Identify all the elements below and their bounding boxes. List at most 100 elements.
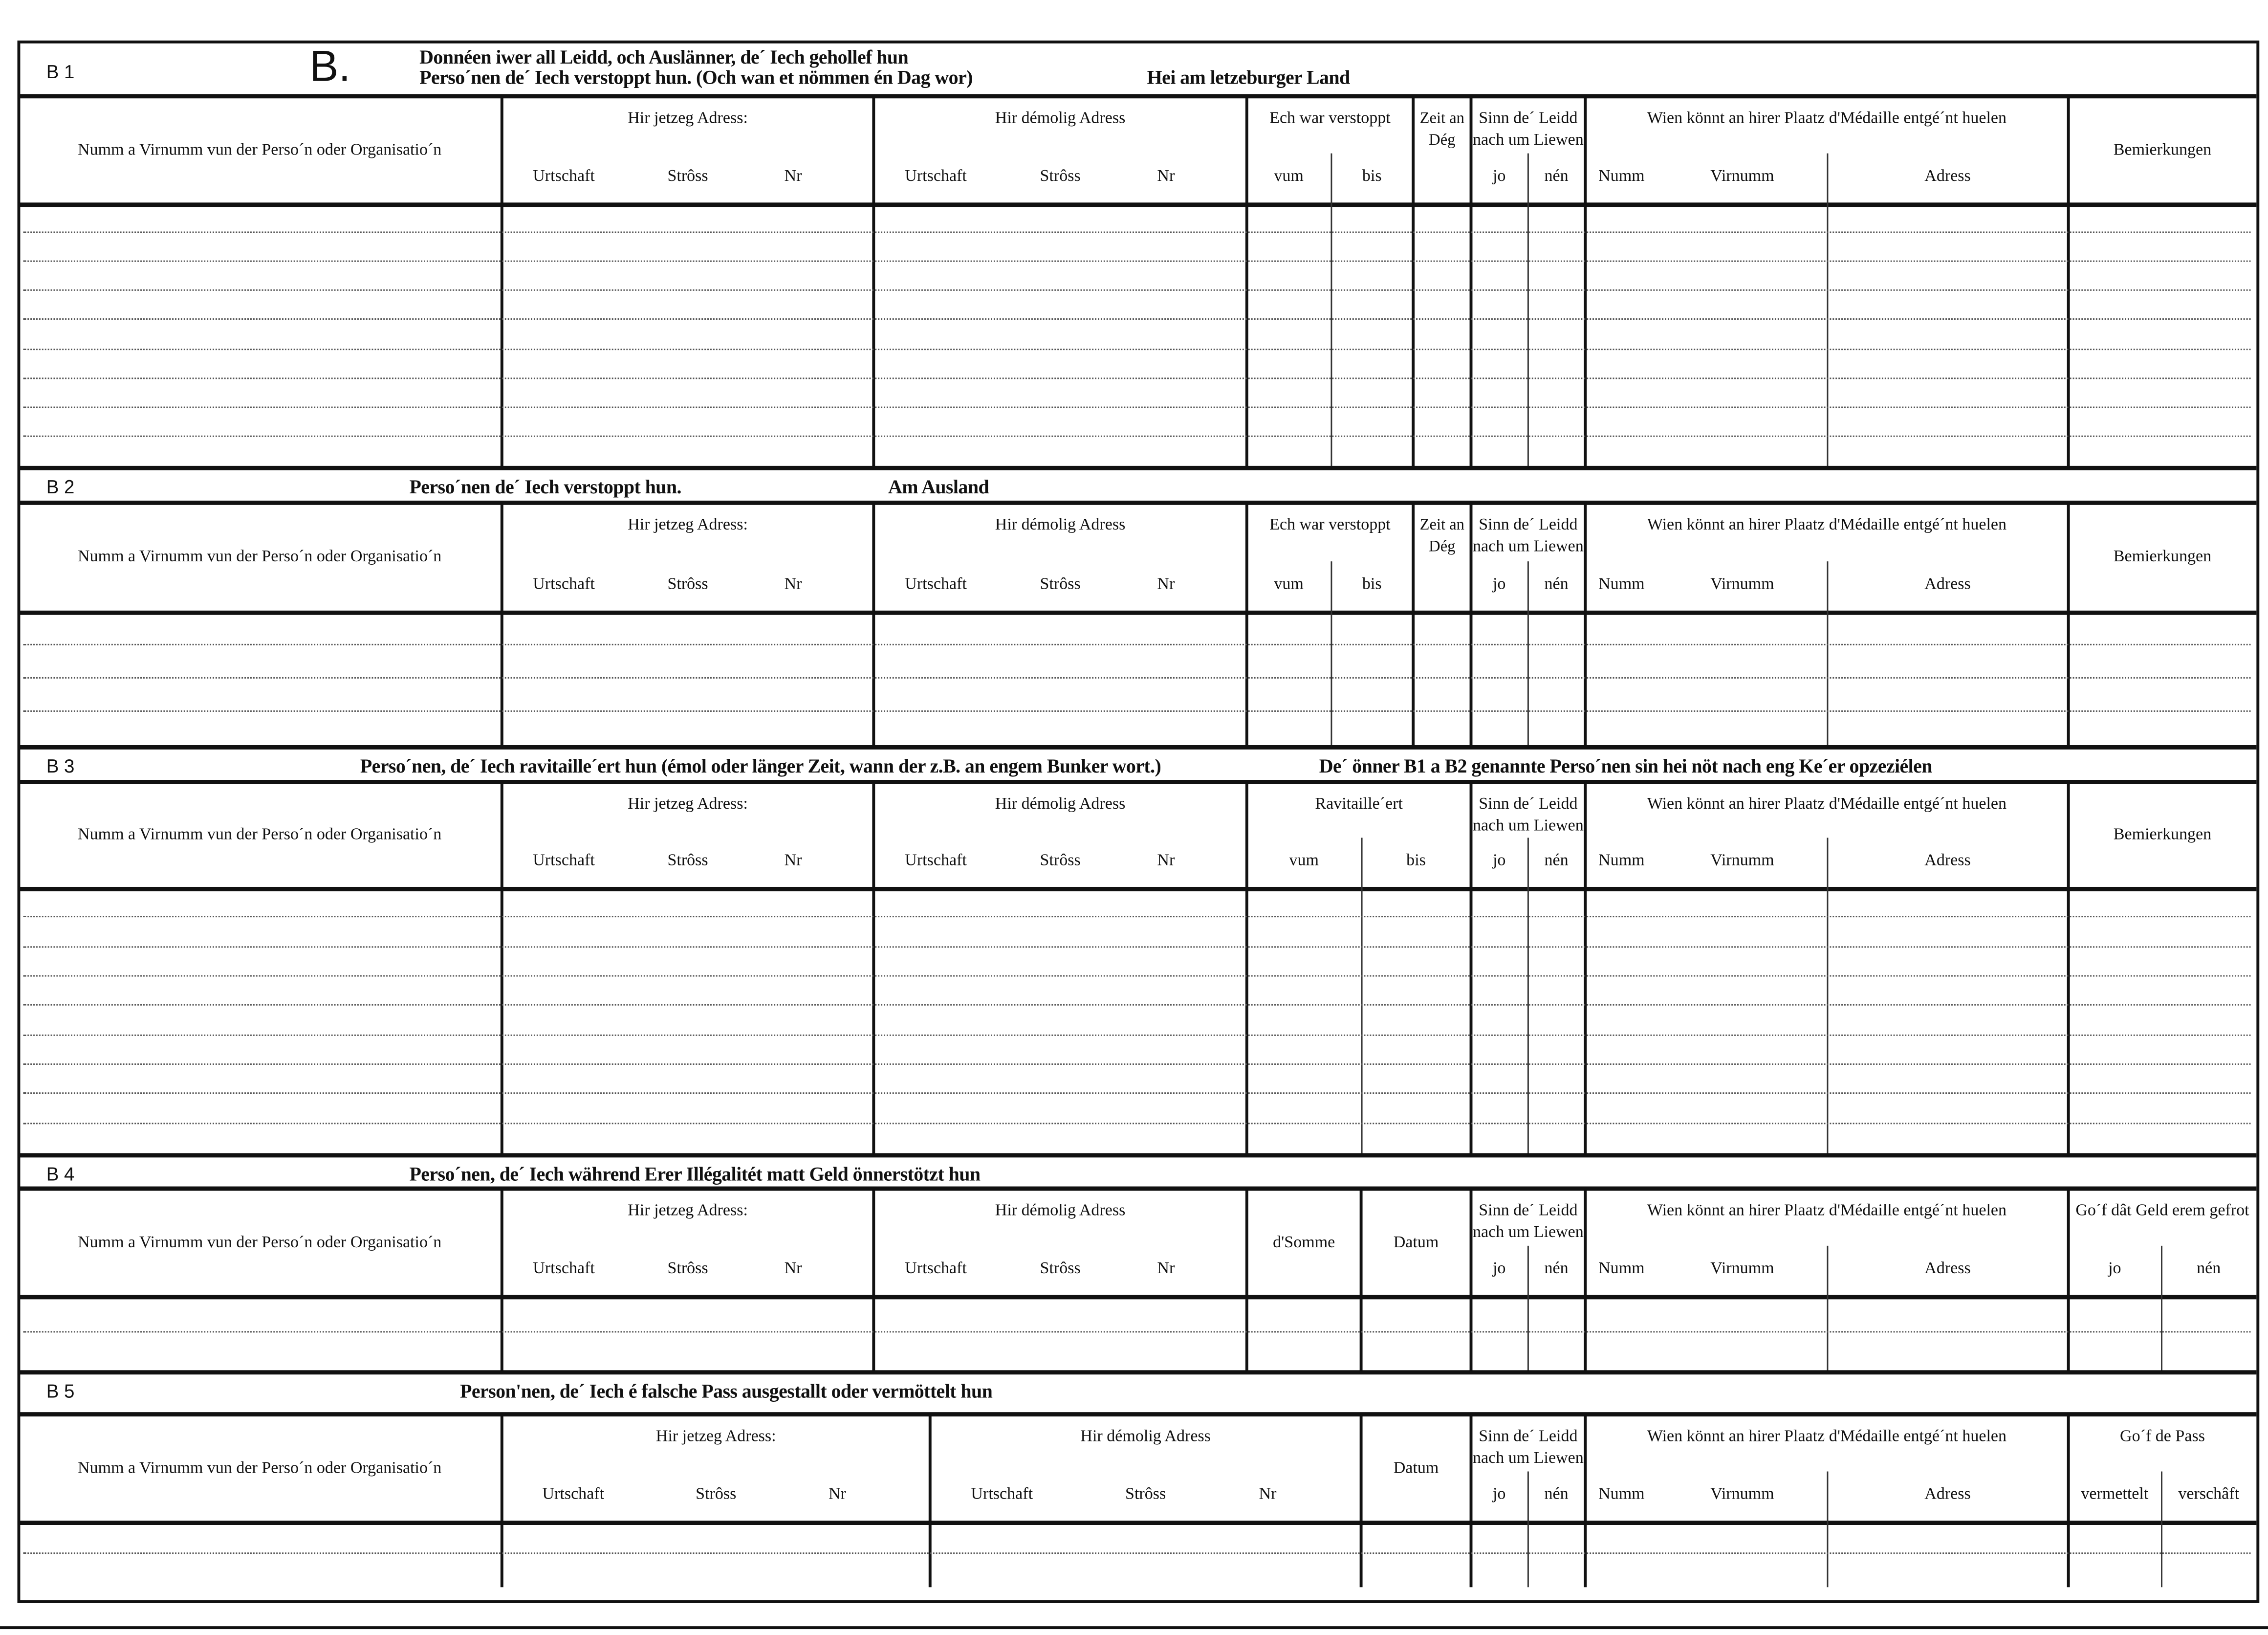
section-b5-column-header: Numm a Virnumm vun der Perso´n oder Orga… [78,1459,442,1477]
section-b3-entry-line[interactable] [23,1034,2251,1036]
section-b1-subcolumn-divider [1827,153,1829,467]
section-b4-subheader-numm: Numm [1598,1260,1645,1278]
section-b3-entry-line[interactable] [23,946,2251,948]
page-bottom-rule [0,1626,2268,1630]
section-b4-top-rule [17,1153,2257,1158]
section-b4-code: B 4 [46,1163,75,1185]
section-b5-subcolumn-divider [1527,1471,1529,1588]
section-b1-heading-extra: Hei am letzeburger Land [1147,66,1351,88]
section-b2-column-header: Wien könnt an hirer Plaatz d'Médaille en… [1647,516,2007,534]
section-b1-subheader-vum: vum [1274,168,1304,185]
section-b3-subheader-strss: Strôss [1040,852,1081,870]
section-b3-entry-line[interactable] [23,975,2251,977]
section-b2-code: B 2 [46,476,75,498]
section-b5-entry-line[interactable] [23,1552,2251,1554]
section-b3-entry-line[interactable] [23,1004,2251,1006]
section-b2-entry-line[interactable] [23,643,2251,645]
section-b5-band-rule [17,1412,2257,1417]
section-b1-column-header: Ech war verstoppt [1269,110,1391,128]
section-b1-column-header: Sinn de´ Leidd nach um Liewen [1472,110,1584,149]
section-b2-entry-line[interactable] [23,710,2251,712]
section-b3-column-divider [1469,782,1473,1155]
section-b2-subheader-numm: Numm [1598,575,1645,594]
section-b5-subcolumn-divider [1827,1471,1829,1588]
section-b4-subheader-nn: nén [1544,1260,1569,1278]
section-b5-column-header: Hir jetzeg Adress: [655,1428,776,1446]
section-b2-top-rule [17,465,2257,470]
section-b1-entry-line[interactable] [23,348,2251,350]
section-b5-subheader-adress: Adress [1924,1486,1971,1503]
section-b3-column-header: Ravitaille´ert [1315,795,1403,814]
section-b4-subheader-jo: jo [1492,1260,1506,1278]
section-b4-column-header: Datum [1393,1233,1439,1251]
section-b3-entry-line[interactable] [23,916,2251,918]
section-b5-column-divider [2067,1415,2070,1588]
section-b3-column-divider [872,782,875,1155]
section-b2-subheader-strss: Strôss [667,575,708,594]
section-b3-subheader-urtschaft: Urtschaft [905,852,967,870]
section-b2-column-header: Sinn de´ Leidd nach um Liewen [1472,516,1584,556]
section-b2-subheader-nr: Nr [1157,575,1175,594]
section-b1-subheader-urtschaft: Urtschaft [533,168,595,185]
section-b1-column-header: Numm a Virnumm vun der Perso´n oder Orga… [78,141,442,159]
section-b3-heading-extra: De´ önner B1 a B2 genannte Perso´nen sin… [1319,755,1933,777]
section-b5-column-header: Datum [1393,1459,1439,1477]
section-b1-entry-line[interactable] [23,261,2251,263]
section-b3-top-rule [17,745,2257,750]
section-b2-entry-line[interactable] [23,676,2251,678]
section-b1-entry-line[interactable] [23,289,2251,291]
section-b1-subcolumn-divider [1527,153,1529,467]
section-b3-entry-line[interactable] [23,1122,2251,1124]
section-b4-header-rule [17,1295,2257,1300]
section-b4-subcolumn-divider [2161,1245,2163,1372]
section-b3-entry-line[interactable] [23,1063,2251,1065]
section-b3-subheader-bis: bis [1406,852,1426,870]
section-b1-entry-line[interactable] [23,231,2251,233]
section-b4-band-rule [17,1186,2257,1191]
section-b4-subheader-virnumm: Virnumm [1710,1260,1774,1278]
section-b4-column-header: Hir démolig Adress [995,1202,1126,1220]
section-b2-subheader-vum: vum [1274,575,1304,594]
section-b1-entry-line[interactable] [23,319,2251,321]
section-b1-heading-line-2: Perso´nen de´ Iech verstoppt hun. (Och w… [419,66,973,88]
section-b1-subheader-adress: Adress [1924,168,1971,185]
section-b4-column-divider [2067,1189,2070,1372]
section-b5-column-header: Wien könnt an hirer Plaatz d'Médaille en… [1647,1428,2007,1446]
section-b2-subcolumn-divider [1527,561,1529,747]
section-b1-subheader-nr: Nr [1157,168,1175,185]
section-b1-band-rule [17,94,2257,99]
section-b5-subheader-jo: jo [1492,1486,1506,1503]
section-b5-subheader-nr: Nr [1259,1486,1277,1503]
section-b2-column-divider [872,503,875,747]
section-b1-entry-line[interactable] [23,377,2251,379]
section-b5-header-rule [17,1521,2257,1525]
section-b5-subheader-numm: Numm [1598,1486,1645,1503]
section-b1-column-divider [1412,97,1415,467]
section-b5-subheader-strss: Strôss [1125,1486,1166,1503]
section-b5-code: B 5 [46,1380,75,1402]
section-b4-entry-line[interactable] [23,1331,2251,1333]
section-b2-subheader-nr: Nr [784,575,802,594]
section-b2-column-header: Hir jetzeg Adress: [628,516,748,534]
section-b1-heading-line-1: Donnéen iwer all Leidd, och Auslänner, d… [419,46,909,68]
section-b2-subcolumn-divider [1330,561,1332,747]
section-b2-column-header: Zeit an Dég [1419,516,1464,556]
section-b2-subheader-virnumm: Virnumm [1710,575,1774,594]
section-b3-subcolumn-divider [1361,838,1363,1155]
section-b1-subheader-urtschaft: Urtschaft [905,168,967,185]
section-b3-column-divider [2067,782,2070,1155]
section-b4-column-divider [500,1189,503,1372]
section-b2-subheader-jo: jo [1492,575,1506,594]
section-b4-column-header: Hir jetzeg Adress: [628,1202,748,1220]
section-b1-subheader-bis: bis [1362,168,1382,185]
section-b2-subheader-urtschaft: Urtschaft [533,575,595,594]
section-b1-entry-line[interactable] [23,406,2251,408]
section-b5-subheader-nr: Nr [828,1486,846,1503]
section-b3-entry-line[interactable] [23,1093,2251,1095]
section-b4-subheader-nr: Nr [784,1260,802,1278]
section-b2-column-divider [2067,503,2070,747]
section-b5-subheader-verschft: verschâft [2178,1486,2240,1503]
section-b1-subheader-strss: Strôss [1040,168,1081,185]
section-b1-entry-line[interactable] [23,435,2251,437]
section-b4-heading: Perso´nen, de´ Iech während Erer Illégal… [409,1163,981,1185]
